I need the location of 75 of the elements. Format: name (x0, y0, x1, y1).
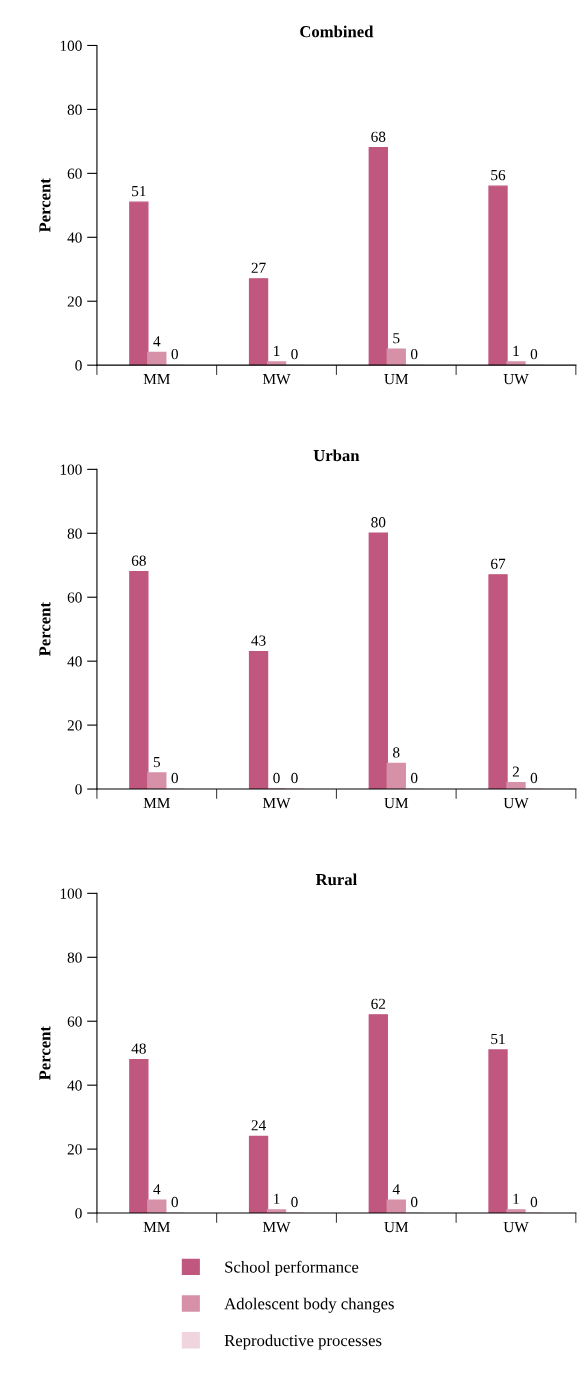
data-label: 80 (371, 517, 386, 528)
data-label: 24 (251, 1120, 266, 1131)
y-tick-label: 80 (67, 104, 82, 115)
y-tick-label: 40 (67, 656, 82, 667)
x-tick-label: UM (384, 797, 409, 809)
y-tick-label: 20 (67, 1144, 82, 1155)
chart-title: Urban (313, 449, 360, 462)
data-label: 0 (410, 348, 418, 360)
data-label: 0 (171, 1196, 178, 1208)
y-tick-label: 20 (67, 296, 82, 307)
y-tick-label: 80 (67, 952, 82, 963)
data-label: 68 (371, 131, 386, 142)
x-tick-label: UW (503, 1221, 529, 1233)
data-label: 48 (131, 1043, 146, 1054)
data-label: 67 (491, 558, 506, 569)
data-label: 8 (393, 747, 400, 758)
x-tick-label: UW (503, 374, 529, 385)
y-tick-label: 60 (67, 1016, 82, 1027)
data-label: 0 (410, 1196, 418, 1208)
y-tick-label: 100 (60, 888, 82, 899)
y-tick-label: 0 (75, 784, 82, 795)
data-label: 51 (491, 1033, 505, 1045)
data-label: 56 (491, 169, 506, 181)
x-tick-label: MM (143, 797, 170, 808)
y-axis-title: Percent (39, 1026, 51, 1081)
data-label: 0 (530, 348, 538, 360)
y-tick-label: 0 (75, 1208, 82, 1219)
y-axis-title: Percent (39, 602, 51, 657)
x-tick-label: MM (143, 1221, 170, 1232)
y-tick-label: 60 (67, 592, 82, 603)
data-label: 51 (132, 186, 146, 197)
data-label: 2 (512, 766, 519, 777)
y-tick-label: 40 (67, 1080, 82, 1091)
x-tick-label: UM (384, 374, 409, 385)
x-tick-label: MM (143, 374, 170, 385)
data-label: 4 (153, 336, 161, 347)
data-label: 4 (392, 1184, 400, 1195)
y-tick-label: 100 (60, 40, 82, 51)
y-tick-label: 20 (67, 720, 82, 731)
y-tick-label: 80 (67, 528, 82, 539)
data-label: 68 (131, 555, 146, 566)
data-label: 0 (291, 772, 298, 784)
data-label: 4 (153, 1184, 161, 1195)
y-tick-label: 100 (60, 464, 82, 475)
data-label: 1 (274, 345, 280, 356)
x-tick-label: UW (503, 797, 529, 809)
y-tick-label: 0 (75, 360, 82, 371)
x-tick-label: UM (384, 1221, 409, 1233)
data-label: 0 (410, 772, 418, 784)
data-label: 0 (530, 1196, 538, 1208)
data-label: 0 (291, 348, 298, 360)
y-tick-label: 60 (67, 168, 82, 179)
data-label: 0 (171, 348, 178, 360)
legend-label: Reproductive processes (224, 1334, 382, 1350)
y-axis-title: Percent (39, 178, 51, 233)
data-label: 0 (171, 772, 178, 784)
data-label: 0 (530, 772, 538, 784)
x-tick-label: MW (262, 374, 291, 385)
data-label: 1 (274, 1193, 280, 1204)
x-tick-label: MW (262, 1221, 291, 1233)
chart-title: Combined (300, 25, 374, 38)
data-label: 0 (291, 1196, 298, 1208)
data-label: 1 (513, 345, 519, 356)
data-label: 0 (273, 772, 280, 784)
y-tick-label: 40 (67, 232, 82, 243)
legend-label: Adolescent body changes (224, 1297, 394, 1313)
data-label: 62 (371, 998, 386, 1009)
data-label: 5 (153, 757, 161, 768)
data-label: 43 (251, 635, 266, 646)
legend-label: School performance (225, 1260, 359, 1277)
chart-title: Rural (315, 873, 357, 886)
data-label: 5 (393, 333, 400, 344)
x-tick-label: MW (262, 797, 291, 809)
data-label: 27 (251, 262, 266, 273)
data-label: 1 (513, 1193, 519, 1204)
